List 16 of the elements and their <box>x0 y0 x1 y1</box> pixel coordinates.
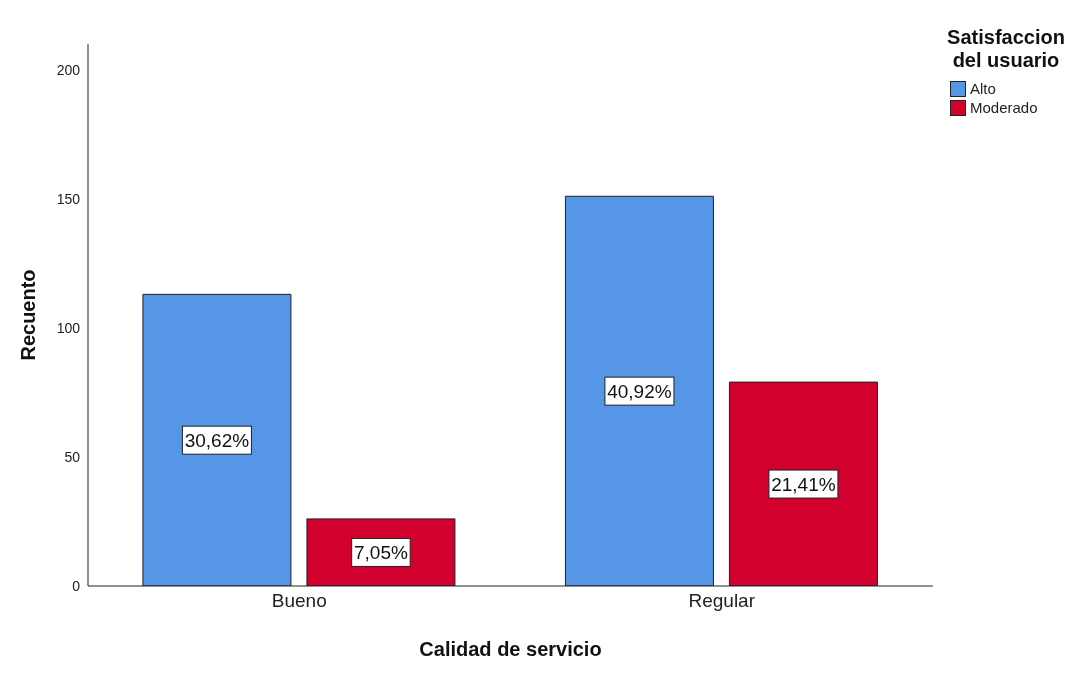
x-axis-title: Calidad de servicio <box>419 638 602 660</box>
annotation: 21,41% <box>771 474 836 496</box>
legend-label: Moderado <box>970 99 1038 116</box>
legend-label: Alto <box>970 80 996 97</box>
y-tick-label: 200 <box>56 61 81 78</box>
y-tick-label: 50 <box>64 448 81 465</box>
annotation: 30,62% <box>184 430 250 452</box>
y-axis-title: Recuento <box>17 269 40 361</box>
annotation: 40,92% <box>607 381 672 403</box>
x-tick-label: Bueno <box>271 590 327 612</box>
y-tick-label: 0 <box>72 577 81 594</box>
y-tick-label: 150 <box>56 190 81 207</box>
y-tick-label: 100 <box>56 319 81 336</box>
legend-title: Satisfaccion del usuario <box>946 26 1066 72</box>
annotation: 7,05% <box>353 542 408 564</box>
x-tick-label: Regular <box>688 590 756 612</box>
